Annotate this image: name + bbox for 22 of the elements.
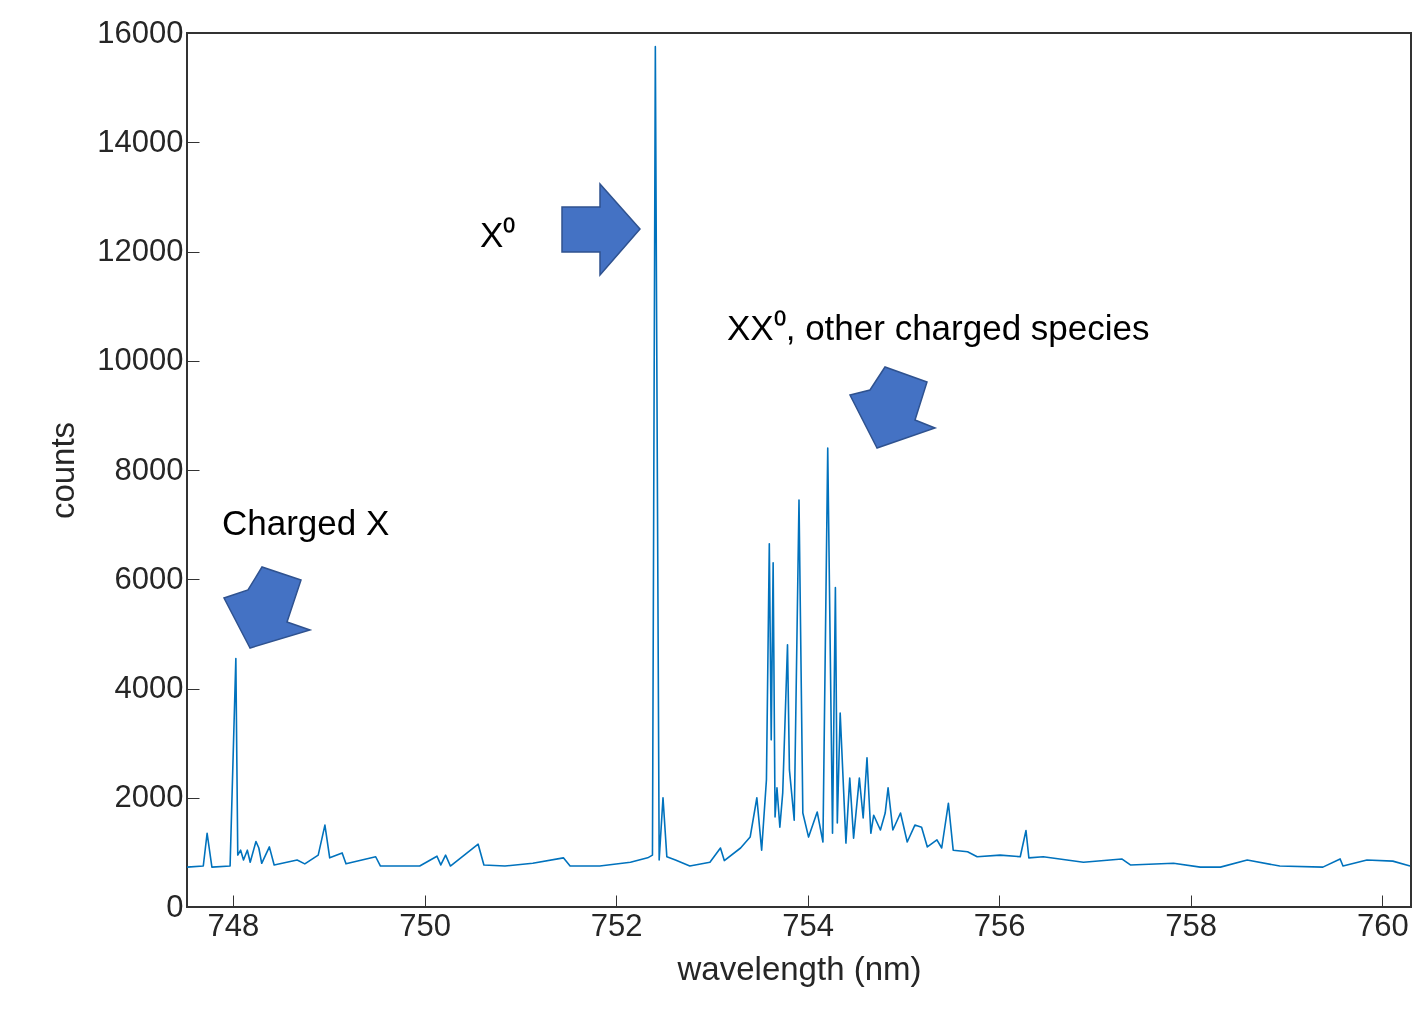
annotation: X⁰: [480, 214, 516, 256]
y-tick-label: 10000: [97, 342, 184, 378]
x-tick-label: 756: [973, 907, 1026, 943]
y-tick-label: 4000: [114, 670, 184, 705]
line-series: [187, 45, 1411, 868]
x-tick-label: 750: [399, 907, 451, 943]
x-tick-label: 758: [1165, 907, 1218, 943]
y-tick-label: 8000: [114, 451, 184, 487]
x-tick-label: 748: [207, 907, 260, 943]
x-tick-label: 754: [782, 907, 834, 943]
y-tick-label: 2000: [114, 779, 184, 815]
y-axis-title: counts: [44, 421, 82, 520]
y-tick-label: 16000: [97, 14, 184, 50]
y-tick-label: 6000: [114, 560, 184, 596]
y-tick-label: 0: [166, 888, 184, 924]
x-tick-label: 752: [590, 907, 643, 943]
x-axis-title: wavelength (nm): [676, 949, 922, 987]
y-tick-label: 14000: [97, 123, 184, 159]
y-tick-label: 12000: [97, 233, 184, 268]
annotation: Charged X: [222, 503, 390, 543]
annotation: XX⁰, other charged species: [727, 307, 1150, 349]
x-tick-label: 760: [1356, 907, 1409, 943]
